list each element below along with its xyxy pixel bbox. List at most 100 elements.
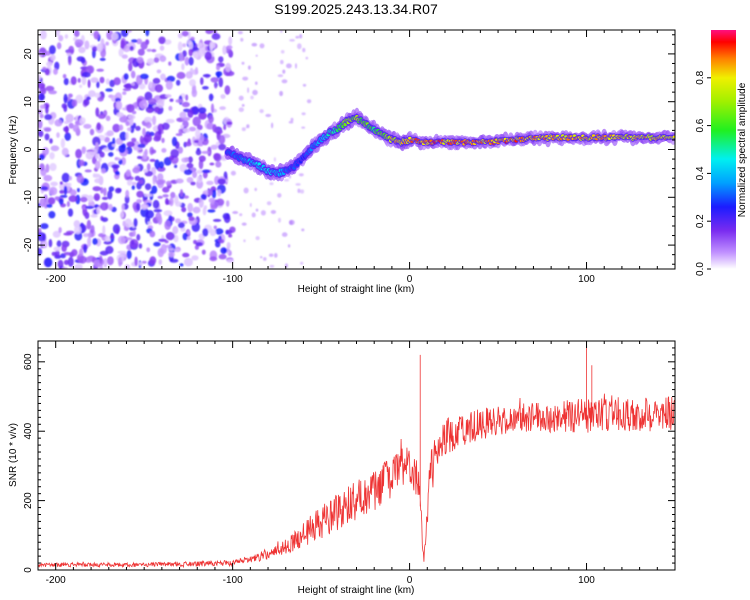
noise-speckle-dot [144, 193, 153, 197]
noise-speckle-dot [188, 48, 194, 57]
noise-speckle-dot [208, 115, 214, 124]
noise-speckle-dot [281, 79, 288, 84]
noise-speckle-dot [216, 189, 222, 197]
noise-speckle-dot [118, 257, 122, 267]
noise-speckle-dot [166, 75, 176, 82]
noise-speckle-dot [182, 232, 188, 241]
noise-speckle-dot [74, 263, 83, 269]
noise-speckle-dot [71, 249, 78, 257]
noise-speckle-dot [224, 85, 231, 95]
noise-speckle-dot [137, 48, 145, 56]
noise-speckle-dot [183, 169, 193, 176]
noise-speckle-dot [77, 78, 81, 83]
noise-speckle-dot [204, 51, 212, 61]
noise-speckle-dot [295, 35, 300, 39]
noise-speckle-dot [43, 127, 52, 132]
noise-speckle-dot [55, 249, 60, 258]
noise-speckle-dot [305, 56, 309, 60]
noise-speckle-dot [288, 120, 294, 124]
noise-speckle-dot [270, 210, 277, 214]
noise-speckle-dot [289, 39, 295, 42]
noise-speckle-dot [212, 124, 217, 133]
noise-speckle-dot [83, 244, 87, 254]
noise-speckle-dot [94, 178, 103, 184]
noise-speckle-dot [178, 128, 184, 135]
noise-speckle-dot [108, 152, 114, 157]
noise-speckle-dot [62, 266, 68, 269]
noise-speckle-dot [183, 257, 193, 267]
noise-speckle-dot [65, 125, 69, 134]
noise-speckle-dot [186, 162, 194, 169]
noise-speckle-dot [99, 57, 106, 62]
noise-speckle-dot [48, 239, 53, 248]
noise-speckle-dot [130, 125, 135, 134]
noise-speckle-dot [198, 198, 204, 208]
noise-speckle-dot [91, 46, 98, 52]
noise-speckle-dot [105, 245, 114, 254]
noise-speckle-dot [182, 43, 187, 48]
noise-speckle-dot [144, 148, 148, 156]
y-tick-label: -10 [23, 190, 34, 205]
noise-speckle-dot [215, 228, 224, 235]
noise-speckle-dot [127, 127, 132, 132]
colorbar-scale [711, 30, 736, 269]
snr-x-axis: -200 -100 0 100 [37, 341, 676, 586]
noise-speckle-dot [96, 81, 100, 89]
noise-speckle-dot [306, 99, 312, 104]
noise-speckle-dot [137, 262, 144, 266]
noise-speckle-dot [78, 248, 84, 258]
noise-speckle-dot [101, 196, 109, 200]
noise-speckle-dot [192, 206, 201, 214]
noise-speckle-dot [181, 101, 190, 108]
noise-speckle-dot [124, 264, 131, 269]
noise-speckle-dot [153, 241, 161, 247]
noise-speckle-dot [168, 105, 173, 111]
noise-speckle-dot [209, 162, 215, 166]
noise-speckle-dot [105, 115, 111, 122]
noise-speckle-dot [51, 251, 57, 256]
noise-speckle-dot [219, 106, 226, 110]
noise-speckle-dot [96, 68, 104, 72]
noise-speckle-dot [58, 198, 64, 205]
noise-speckle-dot [269, 182, 274, 186]
noise-speckle-dot [218, 135, 226, 145]
noise-speckle-dot [118, 124, 124, 131]
noise-speckle-dot [278, 217, 281, 223]
noise-speckle-dot [178, 222, 185, 229]
y-tick-label: 0 [23, 146, 34, 152]
noise-speckle-dot [165, 94, 172, 98]
noise-speckle-dot [282, 69, 286, 74]
noise-speckle-dot [38, 119, 43, 129]
noise-speckle-dot [302, 47, 306, 53]
noise-speckle-dot [160, 73, 166, 81]
spectrogram-y-label: Frequency (Hz) [8, 116, 19, 185]
noise-speckle-dot [218, 56, 224, 63]
noise-speckle-dot [174, 195, 179, 205]
noise-speckle-dot [90, 214, 98, 218]
noise-speckle-dot [39, 104, 46, 110]
noise-speckle-dot [101, 217, 109, 223]
noise-speckle-dot [115, 100, 123, 110]
noise-speckle-dot [254, 187, 257, 192]
noise-speckle-dot [83, 123, 92, 129]
noise-speckle-dot [108, 186, 115, 192]
noise-speckle-dot [39, 113, 44, 119]
noise-speckle-dot [116, 157, 121, 161]
noise-speckle-dot [132, 167, 141, 174]
noise-speckle-dot [295, 63, 297, 69]
noise-speckle-dot [138, 179, 144, 185]
noise-speckle-dot [225, 48, 232, 54]
noise-speckle-dot [63, 252, 72, 256]
noise-speckle-dot [295, 183, 301, 186]
noise-speckle-dot [44, 257, 53, 268]
noise-speckle-dot [158, 36, 166, 45]
noise-speckle-dot [158, 161, 164, 169]
noise-speckle-dot [63, 232, 73, 236]
noise-speckle-dot [68, 122, 74, 129]
noise-speckle-dot [300, 189, 305, 194]
noise-speckle-dot [193, 239, 197, 245]
noise-speckle-dot [165, 232, 175, 241]
noise-speckle-dot [76, 174, 85, 184]
noise-speckle-dot [136, 190, 144, 198]
